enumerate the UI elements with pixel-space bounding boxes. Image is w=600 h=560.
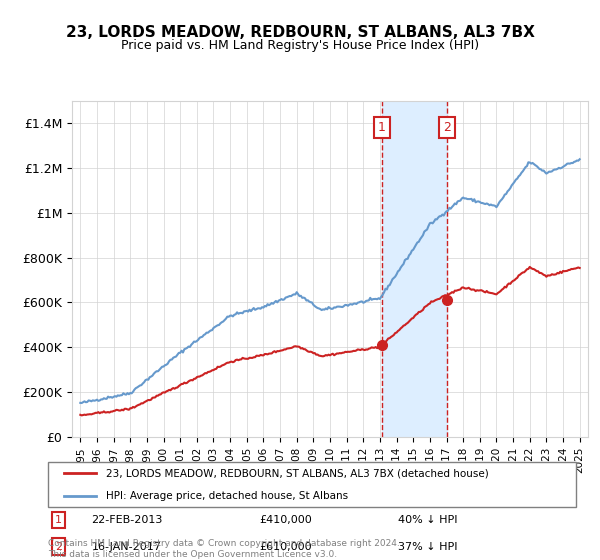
Text: 37% ↓ HPI: 37% ↓ HPI — [398, 542, 458, 552]
Text: 22-FEB-2013: 22-FEB-2013 — [92, 515, 163, 525]
FancyBboxPatch shape — [48, 462, 576, 507]
Text: £610,000: £610,000 — [259, 542, 312, 552]
Text: 16-JAN-2017: 16-JAN-2017 — [92, 542, 162, 552]
Text: Contains HM Land Registry data © Crown copyright and database right 2024.
This d: Contains HM Land Registry data © Crown c… — [48, 539, 400, 559]
Text: 23, LORDS MEADOW, REDBOURN, ST ALBANS, AL3 7BX: 23, LORDS MEADOW, REDBOURN, ST ALBANS, A… — [65, 25, 535, 40]
Text: 40% ↓ HPI: 40% ↓ HPI — [398, 515, 458, 525]
Text: 23, LORDS MEADOW, REDBOURN, ST ALBANS, AL3 7BX (detached house): 23, LORDS MEADOW, REDBOURN, ST ALBANS, A… — [106, 468, 489, 478]
Text: 2: 2 — [55, 542, 62, 552]
Text: 1: 1 — [55, 515, 62, 525]
Bar — [382, 101, 447, 437]
Text: £410,000: £410,000 — [259, 515, 312, 525]
Text: 1: 1 — [378, 121, 386, 134]
Text: 2: 2 — [443, 121, 451, 134]
Text: Price paid vs. HM Land Registry's House Price Index (HPI): Price paid vs. HM Land Registry's House … — [121, 39, 479, 52]
Text: HPI: Average price, detached house, St Albans: HPI: Average price, detached house, St A… — [106, 491, 348, 501]
